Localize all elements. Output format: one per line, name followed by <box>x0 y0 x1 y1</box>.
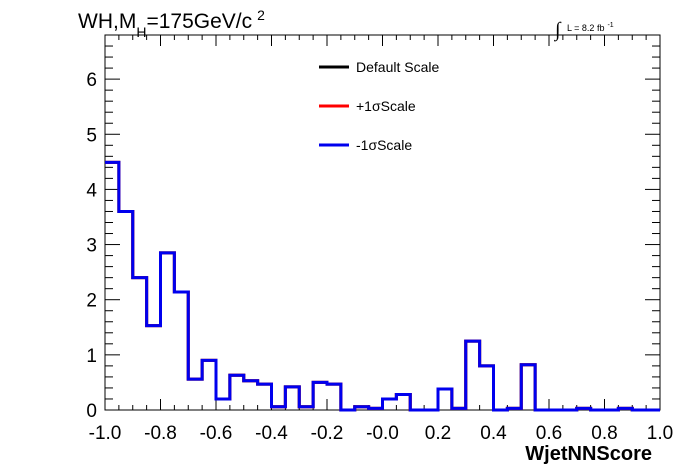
x-tick-label: -0.0 <box>366 423 399 444</box>
title-prefix: WH,M <box>78 10 136 33</box>
chart-title: WH,MH=175GeV/c 2 <box>78 7 265 40</box>
x-tick-label: -0.8 <box>144 423 177 444</box>
integral-symbol: ∫ <box>553 19 562 42</box>
legend-label: +1σScale <box>356 98 416 114</box>
x-tick-label: -0.6 <box>200 423 233 444</box>
x-tick-label: 0.4 <box>480 423 507 444</box>
x-tick-label: 0.6 <box>536 423 562 444</box>
y-tick-label: 1 <box>86 346 97 367</box>
series-layer <box>105 160 660 412</box>
legend: Default Scale +1σScale -1σScale <box>319 59 439 153</box>
luminosity-text: L = 8.2 fb <box>567 23 604 33</box>
x-tick-label: 1.0 <box>647 423 673 444</box>
y-tick-label: 0 <box>86 401 97 422</box>
x-axis-ticks: -1.0 -0.8 -0.6 -0.4 -0.2 -0.0 0.2 0.4 0.6 0.8 1.0 <box>89 35 673 444</box>
y-tick-label: 6 <box>86 70 97 91</box>
x-axis-title: WjetNNScore <box>525 443 652 465</box>
legend-label: Default Scale <box>356 59 439 75</box>
title-superscript: 2 <box>257 7 265 23</box>
y-tick-label: 2 <box>86 291 97 312</box>
x-tick-label: -1.0 <box>89 423 122 444</box>
x-tick-label: -0.4 <box>255 423 288 444</box>
x-tick-label: 0.2 <box>425 423 451 444</box>
x-tick-label: 0.8 <box>591 423 617 444</box>
luminosity-label: L = 8.2 fb -1 <box>567 22 614 33</box>
series-line-3 <box>105 160 660 412</box>
title-suffix: =175GeV/c <box>146 10 252 33</box>
legend-label: -1σScale <box>356 137 412 153</box>
y-tick-label: 4 <box>86 180 97 201</box>
x-tick-label: -0.2 <box>311 423 344 444</box>
y-tick-label: 5 <box>86 125 97 146</box>
title-subscript: H <box>136 24 146 40</box>
y-tick-label: 3 <box>86 236 97 257</box>
luminosity-superscript: -1 <box>607 22 613 29</box>
